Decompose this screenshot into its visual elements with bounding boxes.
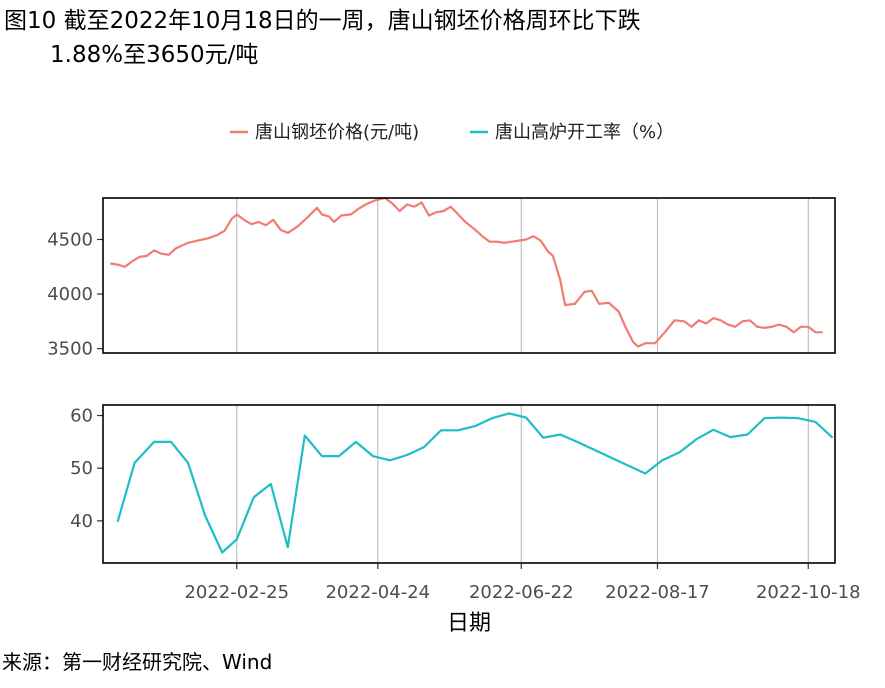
panel-border bbox=[102, 197, 836, 354]
series-line bbox=[110, 196, 823, 348]
x-tick-label: 2022-06-22 bbox=[469, 582, 574, 603]
title-line-1: 图10 截至2022年10月18日的一周，唐山钢坯价格周环比下跌 bbox=[4, 8, 641, 34]
y-tick-label: 60 bbox=[70, 406, 93, 427]
x-tick-label: 2022-10-18 bbox=[756, 582, 861, 603]
source-note: 来源：第一财经研究院、Wind bbox=[2, 650, 273, 674]
title-line-2: 1.88%至3650元/吨 bbox=[50, 42, 259, 68]
chart-title: 图10 截至2022年10月18日的一周，唐山钢坯价格周环比下跌 1.88%至3… bbox=[4, 4, 641, 72]
y-tick-label: 50 bbox=[70, 458, 93, 479]
y-tick-label: 4500 bbox=[47, 229, 93, 250]
y-tick-label: 4000 bbox=[47, 284, 93, 305]
y-tick-label: 3500 bbox=[47, 339, 93, 360]
x-axis-title: 日期 bbox=[447, 611, 491, 636]
panel-2: 40 50 60 bbox=[70, 404, 836, 564]
panel-border bbox=[102, 404, 836, 564]
y-tick-label: 40 bbox=[70, 511, 93, 532]
x-tick-label: 2022-04-24 bbox=[325, 582, 430, 603]
series-line bbox=[116, 412, 834, 554]
legend-label: 唐山钢坯价格(元/吨) bbox=[255, 122, 419, 143]
panel-1: 3500 4000 4500 bbox=[47, 196, 836, 360]
legend-label: 唐山高炉开工率（%） bbox=[495, 122, 674, 143]
x-tick-label: 2022-02-25 bbox=[184, 582, 289, 603]
x-tick-label: 2022-08-17 bbox=[605, 582, 710, 603]
